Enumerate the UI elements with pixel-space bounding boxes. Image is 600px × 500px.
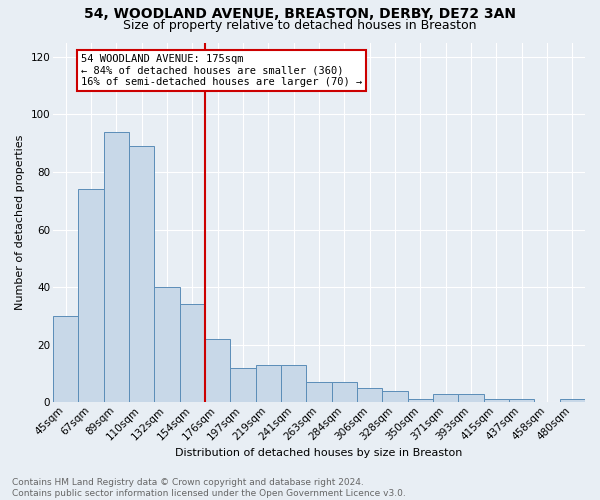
- Bar: [53, 316, 79, 402]
- Bar: [407, 400, 433, 402]
- Bar: [509, 400, 535, 402]
- Text: Contains HM Land Registry data © Crown copyright and database right 2024.
Contai: Contains HM Land Registry data © Crown c…: [12, 478, 406, 498]
- Bar: [129, 146, 154, 403]
- X-axis label: Distribution of detached houses by size in Breaston: Distribution of detached houses by size …: [175, 448, 463, 458]
- Bar: [205, 339, 230, 402]
- Bar: [357, 388, 382, 402]
- Bar: [281, 365, 307, 403]
- Bar: [458, 394, 484, 402]
- Bar: [484, 400, 509, 402]
- Text: 54 WOODLAND AVENUE: 175sqm
← 84% of detached houses are smaller (360)
16% of sem: 54 WOODLAND AVENUE: 175sqm ← 84% of deta…: [81, 54, 362, 87]
- Bar: [433, 394, 458, 402]
- Bar: [104, 132, 129, 402]
- Bar: [154, 287, 180, 403]
- Bar: [79, 190, 104, 402]
- Y-axis label: Number of detached properties: Number of detached properties: [15, 134, 25, 310]
- Bar: [307, 382, 332, 402]
- Text: 54, WOODLAND AVENUE, BREASTON, DERBY, DE72 3AN: 54, WOODLAND AVENUE, BREASTON, DERBY, DE…: [84, 8, 516, 22]
- Bar: [560, 400, 585, 402]
- Bar: [180, 304, 205, 402]
- Bar: [256, 365, 281, 403]
- Bar: [230, 368, 256, 402]
- Bar: [332, 382, 357, 402]
- Bar: [382, 391, 407, 402]
- Text: Size of property relative to detached houses in Breaston: Size of property relative to detached ho…: [123, 18, 477, 32]
